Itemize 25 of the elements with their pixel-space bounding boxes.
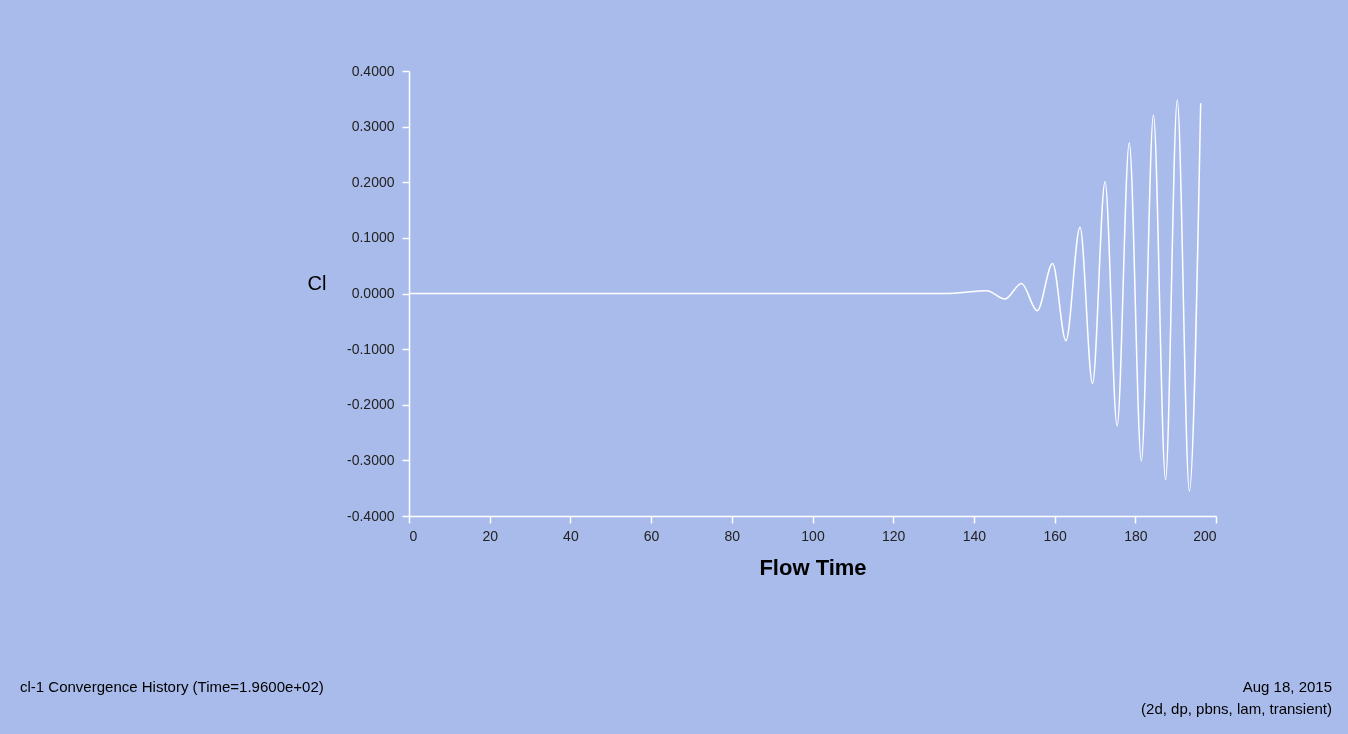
y-tick-label: 0.3000 bbox=[351, 118, 395, 135]
text: Aug 18, 2015 bbox=[1242, 678, 1332, 695]
text: cl-1 Convergence History (Time=1.9600e+02) bbox=[20, 678, 324, 695]
y-tick-label: -0.2000 bbox=[347, 396, 395, 413]
x-tick-label: 120 bbox=[882, 527, 906, 544]
x-tick-label: 60 bbox=[643, 527, 660, 544]
x-axis-title: Flow Time bbox=[759, 554, 867, 580]
x-tick-label: 80 bbox=[724, 527, 741, 544]
y-tick-label: -0.1000 bbox=[347, 340, 395, 357]
y-tick-label: -0.3000 bbox=[347, 451, 395, 468]
y-tick-label: 0.4000 bbox=[351, 62, 395, 79]
x-tick-label: 140 bbox=[962, 527, 987, 544]
x-tick-label: 100 bbox=[801, 527, 825, 544]
y-tick-label: 0.0000 bbox=[351, 285, 395, 301]
y-tick-label: 0.2000 bbox=[351, 173, 395, 190]
x-tick-label: 0 bbox=[409, 527, 418, 544]
text: (2d, dp, pbns, lam, transient) bbox=[1141, 700, 1332, 717]
y-tick-label: 0.1000 bbox=[351, 229, 395, 246]
x-tick-label: 200 bbox=[1193, 527, 1217, 544]
x-tick-label: 40 bbox=[563, 527, 579, 544]
y-tick-label: -0.4000 bbox=[347, 507, 395, 524]
x-tick-label: 20 bbox=[482, 527, 499, 544]
y-axis-title: Cl bbox=[307, 272, 327, 294]
x-tick-label: 180 bbox=[1124, 527, 1148, 544]
x-tick-label: 160 bbox=[1043, 527, 1067, 544]
